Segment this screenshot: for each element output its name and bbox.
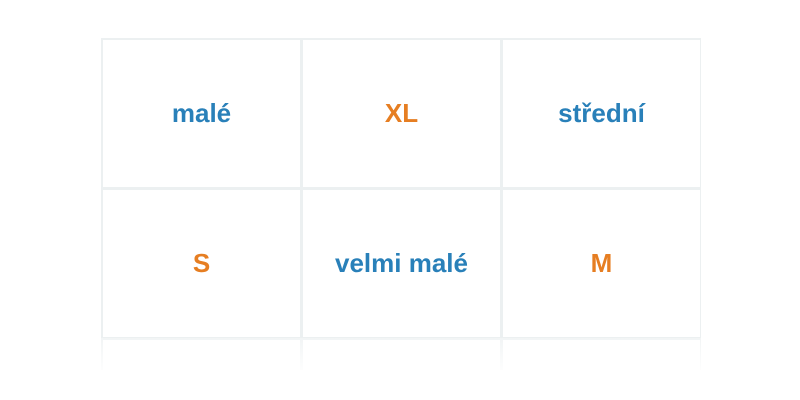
card-label: M xyxy=(590,248,613,278)
card-male[interactable]: malé xyxy=(103,40,300,187)
scroll-fade-overlay xyxy=(95,338,707,400)
size-card-grid: malé XL střední S velmi malé M xyxy=(101,38,701,370)
card-label: malé xyxy=(171,98,232,128)
card-label: XL xyxy=(384,98,419,128)
card-stredni[interactable]: střední xyxy=(503,40,700,187)
card-m[interactable]: M xyxy=(503,190,700,337)
card-s[interactable]: S xyxy=(103,190,300,337)
card-label: střední xyxy=(558,98,645,128)
card-label: S xyxy=(192,248,211,278)
card-velmi-male[interactable]: velmi malé xyxy=(303,190,500,337)
card-label: velmi malé xyxy=(335,248,468,278)
card-xl[interactable]: XL xyxy=(303,40,500,187)
